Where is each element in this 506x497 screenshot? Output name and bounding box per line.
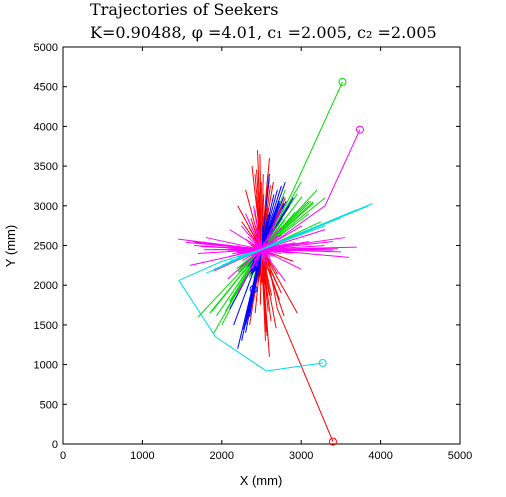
swarm-segment: [251, 234, 283, 257]
y-tick-label: 4000: [34, 121, 58, 133]
swarm-segment: [231, 245, 325, 252]
y-axis-ticks: 0 500 1000 1500 2000 2500 3000 3500 4000 4500 5000: [34, 42, 460, 451]
start-marker: [338, 77, 347, 86]
start-marker: [249, 285, 258, 294]
y-tick-label: 5000: [34, 42, 58, 54]
swarm-segment: [195, 241, 293, 254]
start-marker: [328, 437, 337, 446]
start-marker: [318, 359, 327, 368]
y-tick-label: 3500: [34, 161, 58, 173]
chart-subtitle: K=0.90488, φ =4.01, c₁ =2.005, c₂ =2.005: [90, 23, 437, 42]
x-tick-label: 2000: [210, 450, 234, 462]
start-marker: [355, 125, 364, 134]
y-tick-label: 3000: [34, 201, 58, 213]
y-tick-label: 1000: [34, 360, 58, 372]
swarm-segment: [229, 245, 277, 257]
swarm-segment: [254, 246, 276, 256]
x-tick-label: 0: [60, 450, 66, 462]
chart-title: Trajectories of Seekers: [90, 0, 278, 19]
x-axis-label: X (mm): [240, 473, 283, 488]
swarm-segment: [247, 218, 269, 264]
trajectory-path: [178, 202, 373, 372]
swarm-segment: [255, 241, 265, 267]
swarm-segment: [254, 225, 277, 261]
y-tick-label: 1500: [34, 320, 58, 332]
x-axis-ticks: 0 1000 2000 3000 4000 5000: [60, 47, 472, 462]
swarm-segment: [238, 200, 310, 273]
y-tick-label: 4500: [34, 82, 58, 94]
swarm-segment: [227, 235, 278, 280]
swarm-segment: [256, 245, 271, 258]
y-tick-label: 2000: [34, 280, 58, 292]
x-tick-label: 4000: [368, 450, 392, 462]
y-tick-label: 0: [52, 439, 58, 451]
x-tick-label: 1000: [130, 450, 154, 462]
series-4: [178, 202, 373, 372]
x-tick-label: 3000: [289, 450, 313, 462]
trajectory-path: [253, 249, 262, 290]
plot-area: 0 1000 2000 3000 4000 5000 0 500 1000 1500 2000 25…: [34, 42, 473, 462]
swarm-segment: [245, 248, 296, 252]
y-tick-label: 2500: [34, 241, 58, 253]
swarm-segment: [258, 208, 268, 337]
series-layer: [178, 77, 373, 446]
swarm-segment: [251, 208, 283, 269]
swarm-segment: [258, 238, 264, 255]
swarm-segment: [251, 226, 283, 261]
swarm-segment: [230, 248, 327, 251]
y-axis-label: Y (mm): [3, 225, 18, 267]
x-tick-label: 5000: [448, 450, 472, 462]
y-tick-label: 500: [40, 399, 58, 411]
swarm-segment: [205, 237, 282, 255]
series-3: [178, 125, 364, 294]
